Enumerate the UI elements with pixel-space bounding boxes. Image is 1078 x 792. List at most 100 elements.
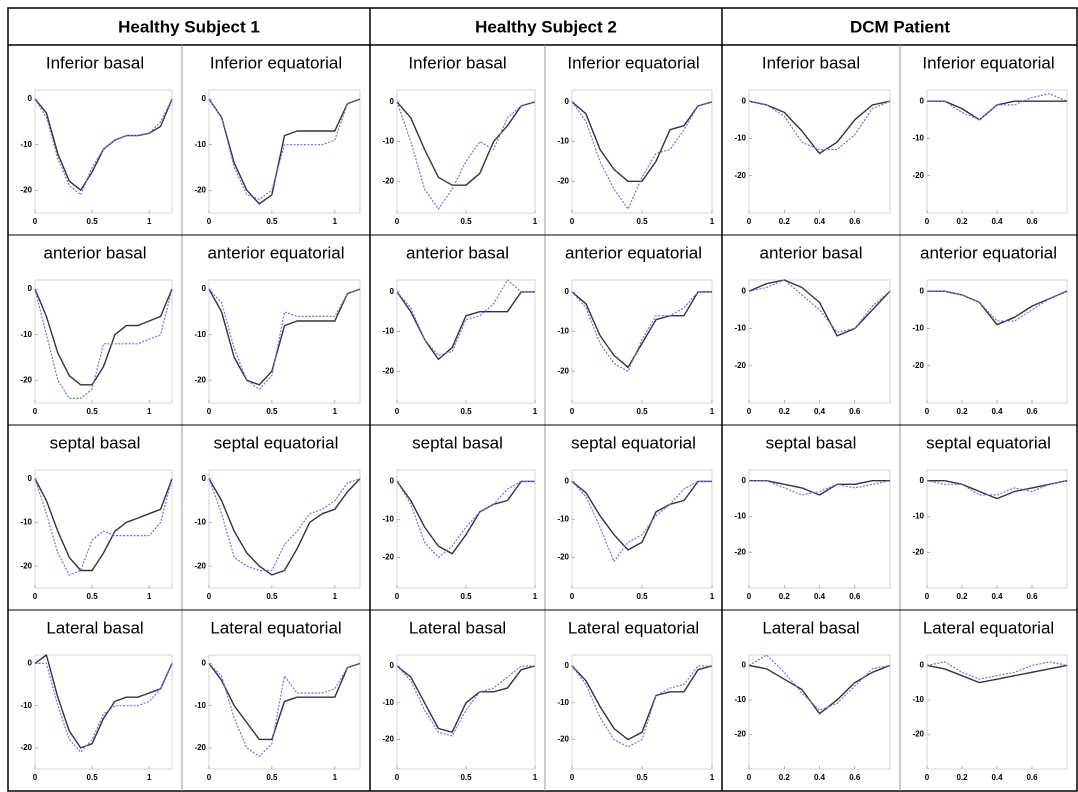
chart-title: Inferior equatorial bbox=[567, 53, 699, 72]
y-tick-label: 0 bbox=[390, 287, 395, 296]
y-tick-label: -10 bbox=[734, 695, 746, 704]
x-tick-label: 0.6 bbox=[1026, 407, 1038, 416]
series-line bbox=[208, 662, 361, 757]
series-line bbox=[748, 100, 891, 155]
y-tick-label: -20 bbox=[734, 361, 746, 370]
x-tick-label: 0 bbox=[747, 592, 752, 601]
chart-title: anterior equatorial bbox=[565, 243, 702, 262]
x-tick-label: 1 bbox=[533, 773, 538, 782]
x-tick-label: 0 bbox=[33, 773, 38, 782]
x-tick-label: 0.6 bbox=[849, 773, 861, 782]
chart-title: Inferior basal bbox=[762, 53, 860, 72]
x-tick-label: 0 bbox=[925, 407, 930, 416]
series-line bbox=[396, 291, 535, 361]
series-line bbox=[208, 662, 361, 741]
y-tick-label: -10 bbox=[734, 512, 746, 521]
x-tick-label: 0.5 bbox=[460, 773, 472, 782]
x-tick-label: 0.2 bbox=[956, 407, 968, 416]
plot-frame bbox=[926, 89, 1068, 214]
series-line bbox=[34, 288, 173, 386]
x-tick-label: 0 bbox=[570, 407, 575, 416]
y-tick-label: 0 bbox=[28, 474, 33, 483]
series-line bbox=[748, 654, 891, 711]
y-tick-label: -20 bbox=[382, 176, 394, 185]
chart-title: septal basal bbox=[50, 433, 141, 452]
y-tick-label: -20 bbox=[20, 185, 32, 194]
plot-frame bbox=[571, 654, 713, 770]
x-tick-label: 0.6 bbox=[849, 217, 861, 226]
series-line bbox=[208, 478, 361, 576]
y-tick-label: -20 bbox=[20, 375, 32, 384]
x-tick-label: 0 bbox=[925, 217, 930, 226]
x-tick-label: 0.4 bbox=[991, 592, 1003, 601]
x-tick-label: 0.5 bbox=[87, 217, 99, 226]
y-tick-label: -10 bbox=[382, 698, 394, 707]
x-tick-label: 0.4 bbox=[991, 217, 1003, 226]
x-tick-label: 0.5 bbox=[87, 592, 99, 601]
y-tick-label: 0 bbox=[28, 94, 33, 103]
y-tick-label: -20 bbox=[194, 743, 206, 752]
x-tick-label: 0.6 bbox=[1026, 592, 1038, 601]
series-line bbox=[748, 279, 891, 333]
plot-frame bbox=[748, 469, 891, 589]
y-tick-label: 0 bbox=[565, 661, 570, 670]
y-tick-label: -10 bbox=[912, 695, 924, 704]
plot-frame bbox=[926, 279, 1068, 404]
x-tick-label: 0 bbox=[570, 592, 575, 601]
x-tick-label: 0.2 bbox=[779, 592, 791, 601]
y-tick-label: 0 bbox=[202, 659, 207, 668]
series-line bbox=[927, 290, 1068, 326]
y-tick-label: 0 bbox=[742, 286, 747, 295]
x-tick-label: 1 bbox=[710, 592, 715, 601]
series-line bbox=[34, 478, 173, 576]
chart-title: septal equatorial bbox=[214, 433, 339, 452]
y-tick-label: -10 bbox=[20, 140, 32, 149]
x-tick-label: 0.6 bbox=[849, 592, 861, 601]
chart-title: Lateral equatorial bbox=[568, 618, 699, 637]
table-border bbox=[7, 7, 1078, 792]
plot-frame bbox=[34, 89, 173, 214]
series-line bbox=[208, 478, 361, 572]
series-line bbox=[926, 664, 1068, 684]
x-tick-label: 0 bbox=[395, 217, 400, 226]
y-tick-label: 0 bbox=[920, 660, 925, 669]
chart-title: anterior basal bbox=[43, 243, 146, 262]
series-line bbox=[208, 98, 361, 205]
x-tick-label: 0.2 bbox=[956, 217, 968, 226]
x-tick-label: 0 bbox=[570, 217, 575, 226]
y-tick-label: -20 bbox=[557, 366, 569, 375]
series-line bbox=[208, 288, 361, 386]
y-tick-label: -20 bbox=[912, 730, 924, 739]
series-line bbox=[34, 288, 173, 399]
series-line bbox=[927, 290, 1068, 322]
x-tick-label: 0.6 bbox=[849, 407, 861, 416]
y-tick-label: -20 bbox=[557, 735, 569, 744]
series-line bbox=[396, 480, 535, 555]
x-tick-label: 0 bbox=[207, 217, 212, 226]
x-tick-label: 0.2 bbox=[779, 773, 791, 782]
series-line bbox=[34, 98, 173, 191]
series-line bbox=[571, 480, 712, 551]
chart-title: septal basal bbox=[412, 433, 503, 452]
plot-frame bbox=[571, 279, 713, 404]
x-tick-label: 1 bbox=[147, 592, 152, 601]
chart-title: anterior equatorial bbox=[207, 243, 344, 262]
x-tick-label: 0 bbox=[207, 773, 212, 782]
series-line bbox=[208, 98, 361, 200]
x-tick-label: 0 bbox=[747, 217, 752, 226]
plot-frame bbox=[208, 469, 361, 589]
x-tick-label: 0.4 bbox=[814, 217, 826, 226]
x-tick-label: 0.5 bbox=[460, 407, 472, 416]
series-line bbox=[571, 291, 712, 368]
y-tick-label: -10 bbox=[734, 134, 746, 143]
series-line bbox=[396, 665, 535, 737]
y-tick-label: 0 bbox=[28, 659, 33, 668]
y-tick-label: 0 bbox=[742, 660, 747, 669]
x-tick-label: 0.2 bbox=[779, 407, 791, 416]
y-tick-label: -10 bbox=[557, 515, 569, 524]
x-tick-label: 0 bbox=[395, 592, 400, 601]
x-tick-label: 0 bbox=[33, 407, 38, 416]
y-tick-label: 0 bbox=[202, 94, 207, 103]
chart-title: anterior basal bbox=[759, 243, 862, 262]
